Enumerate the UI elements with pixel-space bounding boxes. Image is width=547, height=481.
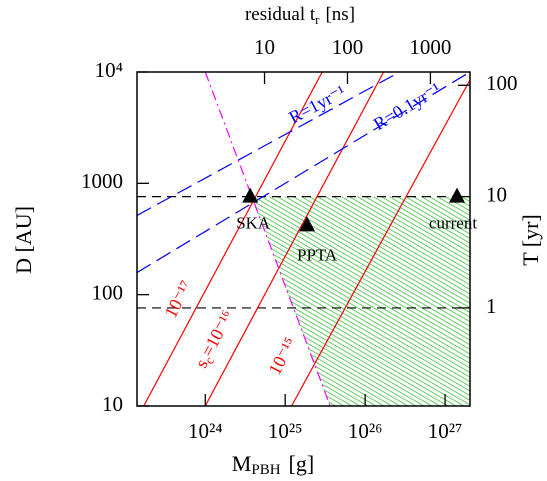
x2-tick-label: 1000: [409, 35, 451, 59]
point-label: PPTA: [297, 245, 338, 264]
triangle-marker: [449, 187, 466, 203]
line-annotation: 10⁻¹⁷: [160, 277, 196, 321]
x2-label-unit: [ns]: [325, 4, 355, 25]
x-tick-label: 10²⁷: [428, 419, 463, 443]
x-tick-label: 10²⁵: [268, 419, 303, 443]
x-axis-label: MPBH [g]: [232, 451, 314, 478]
series-line: [137, 72, 470, 274]
y-axis-label: D [AU]: [11, 206, 36, 274]
line-annotation: 10⁻¹⁵: [264, 334, 300, 378]
point-label: current: [429, 214, 477, 233]
line-annotation: R=0.1yr⁻¹: [370, 79, 444, 135]
x2-label-main: residual t: [245, 4, 316, 25]
point-label: SKA: [236, 214, 271, 233]
x-label-sub: PBH: [251, 462, 280, 478]
y2-axis-label: T [yr]: [518, 214, 543, 266]
y-tick-label: 10: [102, 392, 123, 416]
line-annotation: sc=10⁻¹⁶: [191, 307, 240, 373]
frame: [136, 71, 471, 407]
series-line: [291, 79, 470, 406]
series-line: [143, 72, 323, 406]
x2-tick-label: 100: [332, 35, 364, 59]
triangle-marker: [242, 187, 259, 203]
annotation-tail: =10⁻¹⁶: [197, 307, 238, 360]
triangle-marker: [299, 216, 316, 232]
x-tick-label: 10²⁴: [188, 419, 223, 443]
y2-tick-label: 10: [486, 182, 507, 206]
x2-label-sub: r: [315, 12, 320, 27]
x-tick-label: 10²⁶: [348, 419, 383, 443]
y-tick-label: 1000: [81, 169, 123, 193]
series-line: [204, 72, 385, 406]
x-label-main: M: [232, 451, 252, 476]
y2-tick-label: 1: [486, 294, 497, 318]
x-label-unit: [g]: [289, 451, 315, 476]
y-tick-label: 10⁴: [95, 58, 123, 82]
y2-tick-label: 100: [486, 71, 518, 95]
series-line: [137, 72, 400, 216]
hatched-region: [251, 196, 470, 406]
plot-area: [137, 72, 470, 406]
x2-tick-label: 10: [254, 35, 275, 59]
y-tick-label: 100: [92, 280, 124, 304]
x2-axis-label: residual tr [ns]: [245, 4, 355, 27]
